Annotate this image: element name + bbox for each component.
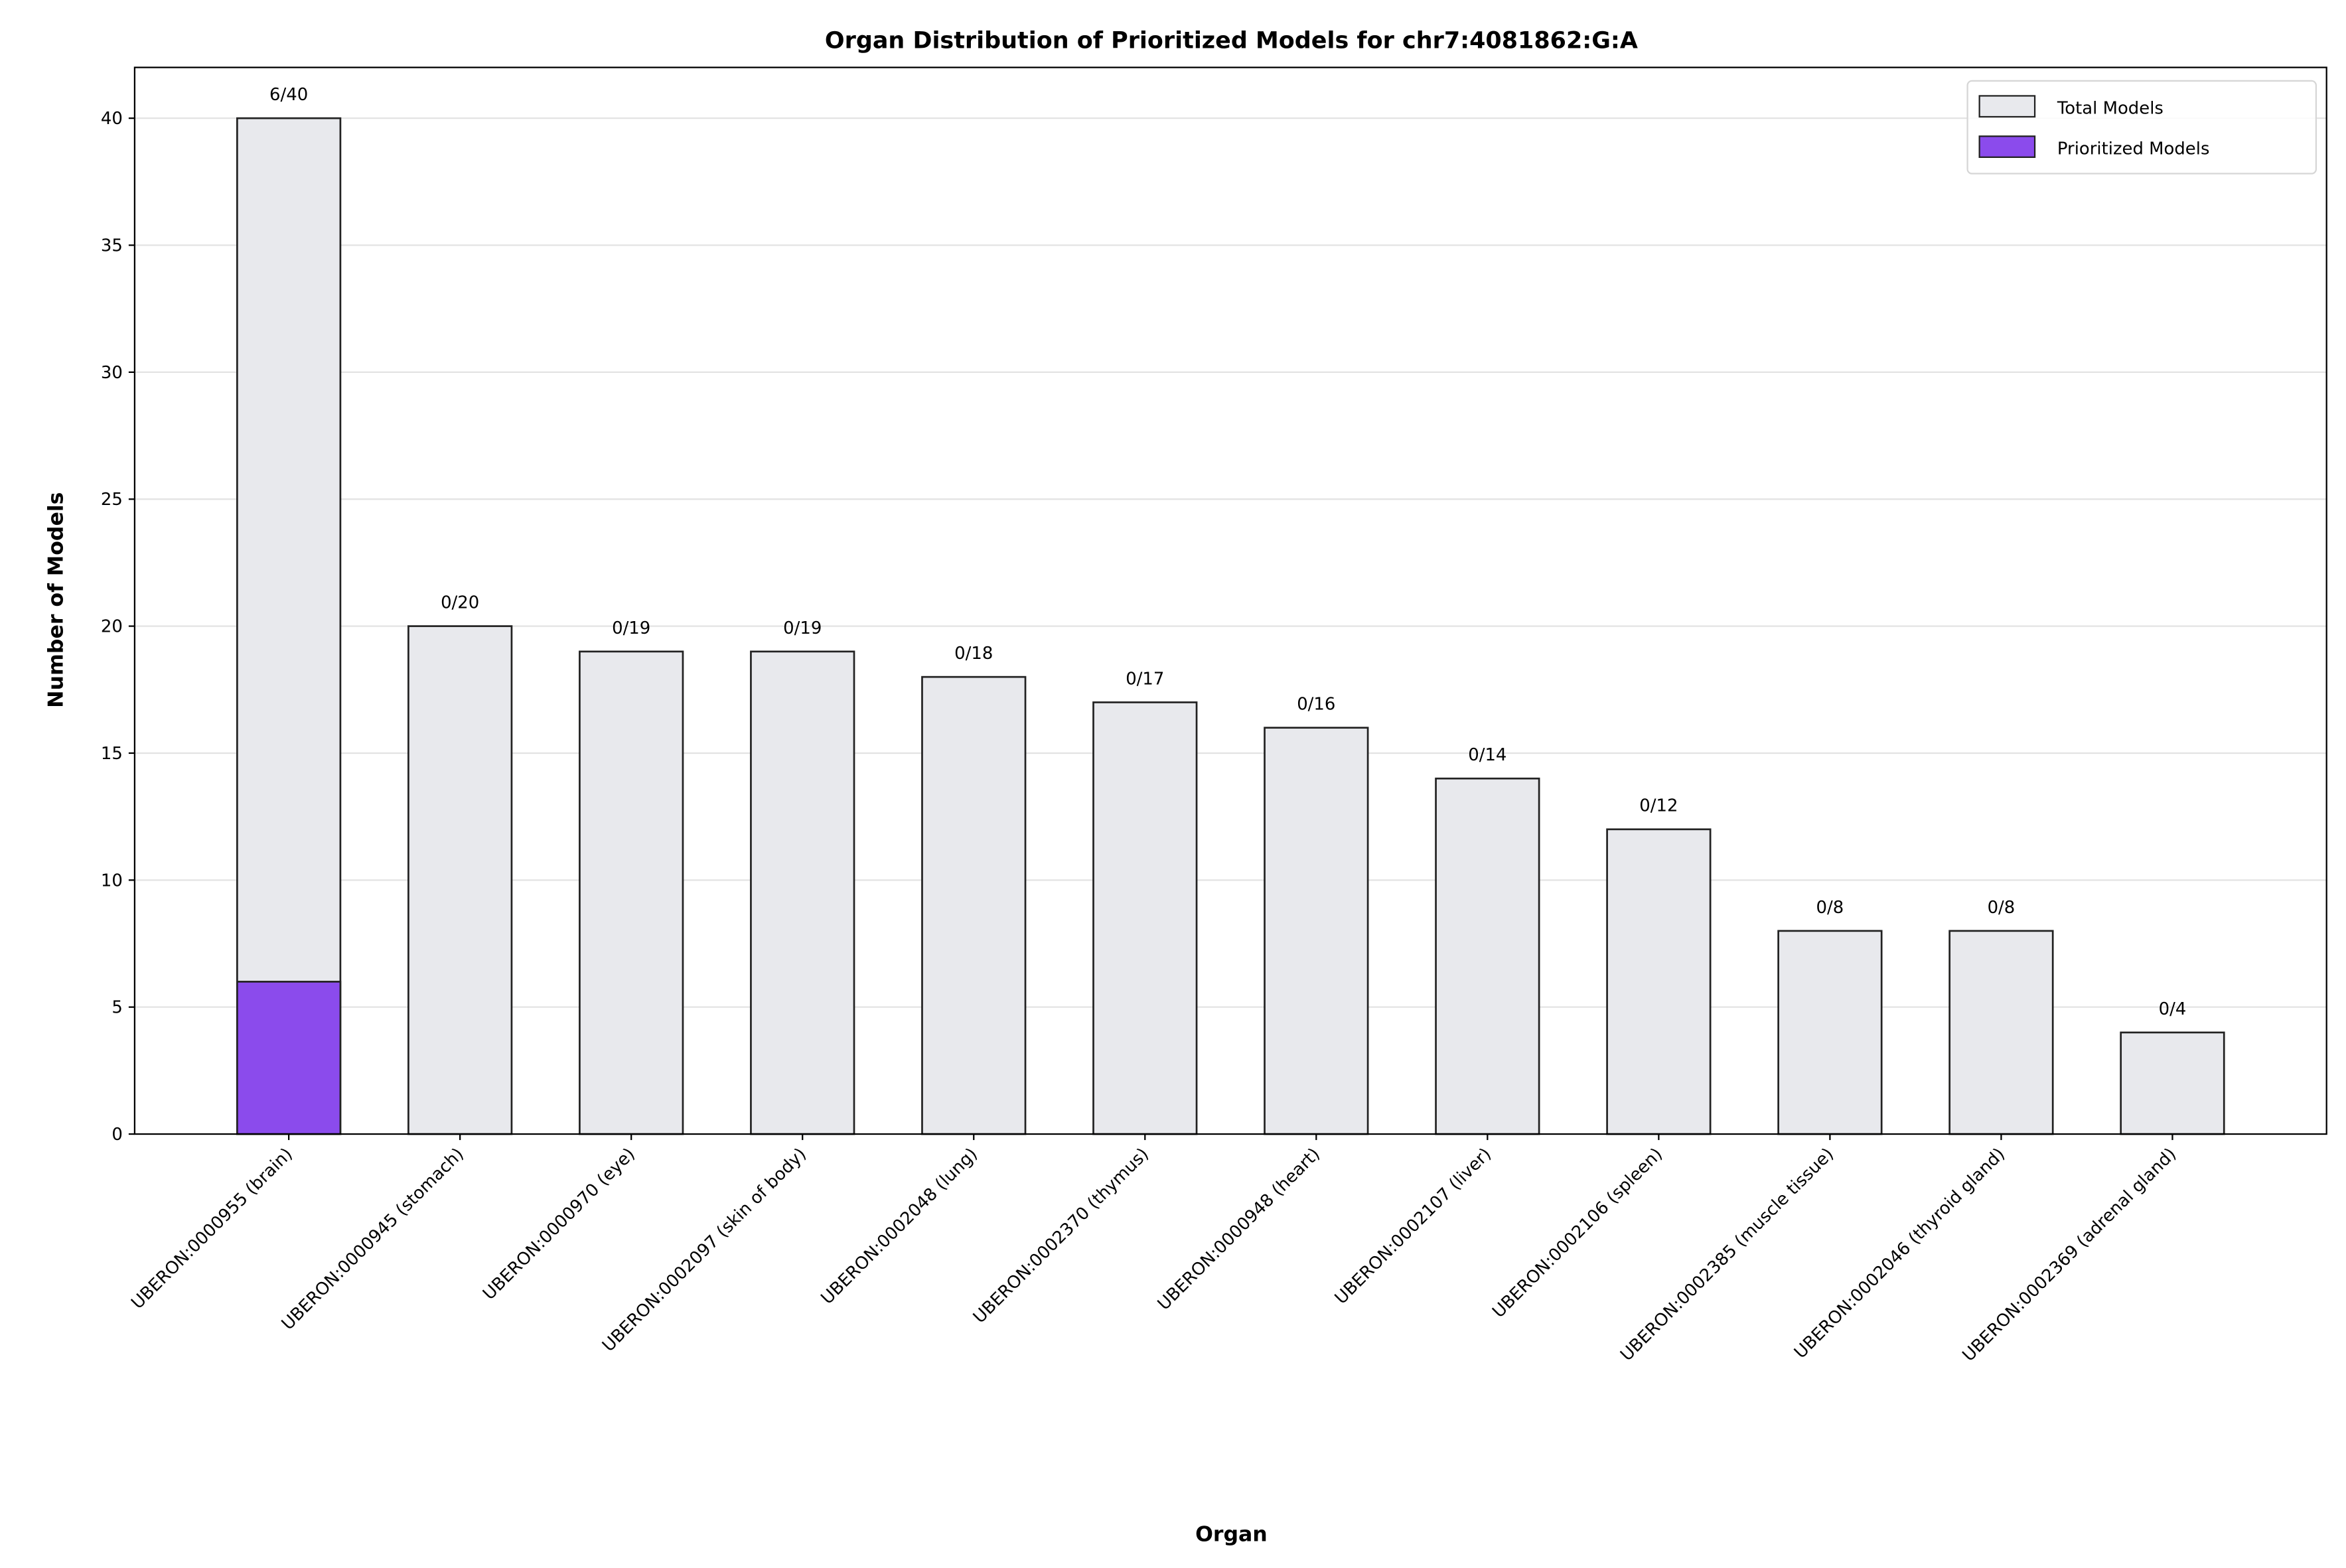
bar-total xyxy=(1435,777,1540,1135)
bar-total xyxy=(1092,701,1198,1135)
legend-swatch-total xyxy=(1978,95,2036,118)
legend-box xyxy=(1966,80,2317,175)
bar-total xyxy=(407,625,513,1135)
bar-total xyxy=(921,676,1027,1135)
bar-total xyxy=(579,650,684,1135)
data-labels: 6/40 0/20 0/19 0/19 0/18 0/17 0/16 0/14 0/12 0/8 0… xyxy=(269,85,2186,1019)
data-label: 0/18 xyxy=(954,644,993,664)
bar-total xyxy=(1264,727,1369,1135)
bar-total xyxy=(1606,828,1712,1135)
data-label: 0/20 xyxy=(441,593,479,613)
y-tick-label: 35 xyxy=(101,236,123,256)
data-label: 0/8 xyxy=(1816,898,1844,918)
data-label: 0/4 xyxy=(2159,999,2187,1019)
bars xyxy=(236,117,2225,1135)
legend-swatch-prioritized xyxy=(1978,135,2036,159)
bar-prioritized xyxy=(236,981,342,1135)
data-label: 0/12 xyxy=(1639,796,1678,816)
y-tick-label: 30 xyxy=(101,363,123,383)
y-tick-label: 0 xyxy=(111,1125,122,1145)
y-tick-label: 40 xyxy=(101,109,123,129)
y-axis: 0 5 10 15 20 25 30 35 40 xyxy=(101,109,135,1145)
y-tick-label: 15 xyxy=(101,744,123,764)
y-tick-label: 5 xyxy=(111,998,122,1018)
legend-label-prioritized: Prioritized Models xyxy=(2057,139,2210,159)
data-label: 0/8 xyxy=(1988,898,2016,918)
bar-total xyxy=(750,650,855,1135)
bar-total xyxy=(1948,930,2054,1135)
plot-frame xyxy=(133,66,2327,1135)
x-axis-label: Organ xyxy=(1195,1522,1268,1546)
y-tick-label: 20 xyxy=(101,617,123,637)
data-label: 0/14 xyxy=(1468,745,1506,765)
legend: Total Models Prioritized Models xyxy=(1966,80,2317,175)
legend-label-total: Total Models xyxy=(2057,99,2163,119)
bar-total xyxy=(1777,930,1883,1135)
data-label: 0/16 xyxy=(1297,695,1335,715)
y-tick-label: 10 xyxy=(101,871,123,891)
bar-total xyxy=(236,117,342,1135)
data-label: 6/40 xyxy=(269,85,308,105)
data-label: 0/19 xyxy=(612,618,650,638)
chart-title: Organ Distribution of Prioritized Models… xyxy=(825,27,1638,54)
bar-total xyxy=(2120,1031,2225,1135)
data-label: 0/19 xyxy=(783,618,822,638)
data-label: 0/17 xyxy=(1126,669,1164,689)
y-axis-label: Number of Models xyxy=(44,492,68,708)
y-tick-label: 25 xyxy=(101,490,123,510)
